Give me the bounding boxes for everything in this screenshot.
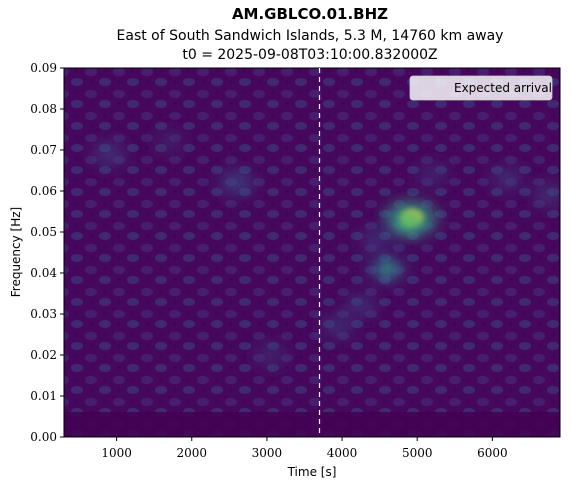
- x-tick-label: 1000: [101, 446, 132, 460]
- hotspot-layer: [93, 133, 560, 364]
- heatmap-hotspot: [323, 317, 354, 336]
- y-tick-label: 0.03: [30, 307, 57, 321]
- chart-subtitle-time: t0 = 2025-09-08T03:10:00.832000Z: [182, 47, 437, 63]
- x-tick-label: 3000: [252, 446, 283, 460]
- y-tick-label: 0.07: [30, 143, 57, 157]
- x-axis-label: Time [s]: [287, 465, 337, 479]
- chart-title: AM.GBLCO.01.BHZ: [232, 5, 388, 23]
- heatmap-hotspot: [256, 346, 285, 364]
- chart-subtitle: East of South Sandwich Islands, 5.3 M, 1…: [117, 28, 504, 44]
- heatmap-hotspot: [533, 186, 560, 204]
- legend-label: Expected arrival: [454, 81, 552, 95]
- heatmap-hotspot: [492, 169, 523, 188]
- heatmap-hotspot: [360, 231, 391, 249]
- y-axis-label: Frequency [Hz]: [9, 207, 23, 298]
- heatmap-hotspot: [155, 133, 183, 150]
- y-tick-label: 0.06: [30, 184, 57, 198]
- heatmap-hotspot-core: [379, 263, 396, 275]
- y-tick-label: 0.08: [30, 102, 57, 116]
- heatmap-hotspot-core: [398, 215, 418, 229]
- x-tick-label: 2000: [176, 446, 207, 460]
- y-tick-label: 0.09: [30, 61, 57, 75]
- y-tick-label: 0.04: [30, 266, 57, 280]
- x-tick-label: 4000: [327, 446, 358, 460]
- plot-area: [64, 68, 560, 437]
- x-tick-label: 6000: [477, 446, 508, 460]
- y-tick-label: 0.02: [30, 348, 57, 362]
- y-axis: 0.00 0.01 0.02 0.03 0.04 0.05 0.06 0.07 0.08 0.09: [30, 61, 64, 444]
- legend-box: [409, 75, 553, 101]
- heatmap-hotspot: [345, 297, 376, 315]
- heatmap-hotspot: [93, 145, 125, 164]
- heatmap-hotspot: [418, 166, 447, 184]
- heatmap-hotspot: [220, 173, 254, 193]
- plot-frame: [63, 67, 561, 438]
- x-tick-label: 5000: [402, 446, 433, 460]
- x-axis: 1000 2000 3000 4000 5000 6000: [101, 437, 508, 460]
- y-tick-label: 0.05: [30, 225, 57, 239]
- heatmap-lowfreq-band: [64, 412, 560, 437]
- legend: Expected arrival: [409, 75, 553, 101]
- heatmap-texture: [64, 68, 560, 437]
- y-tick-label: 0.01: [30, 389, 57, 403]
- y-tick-label: 0.00: [30, 430, 57, 444]
